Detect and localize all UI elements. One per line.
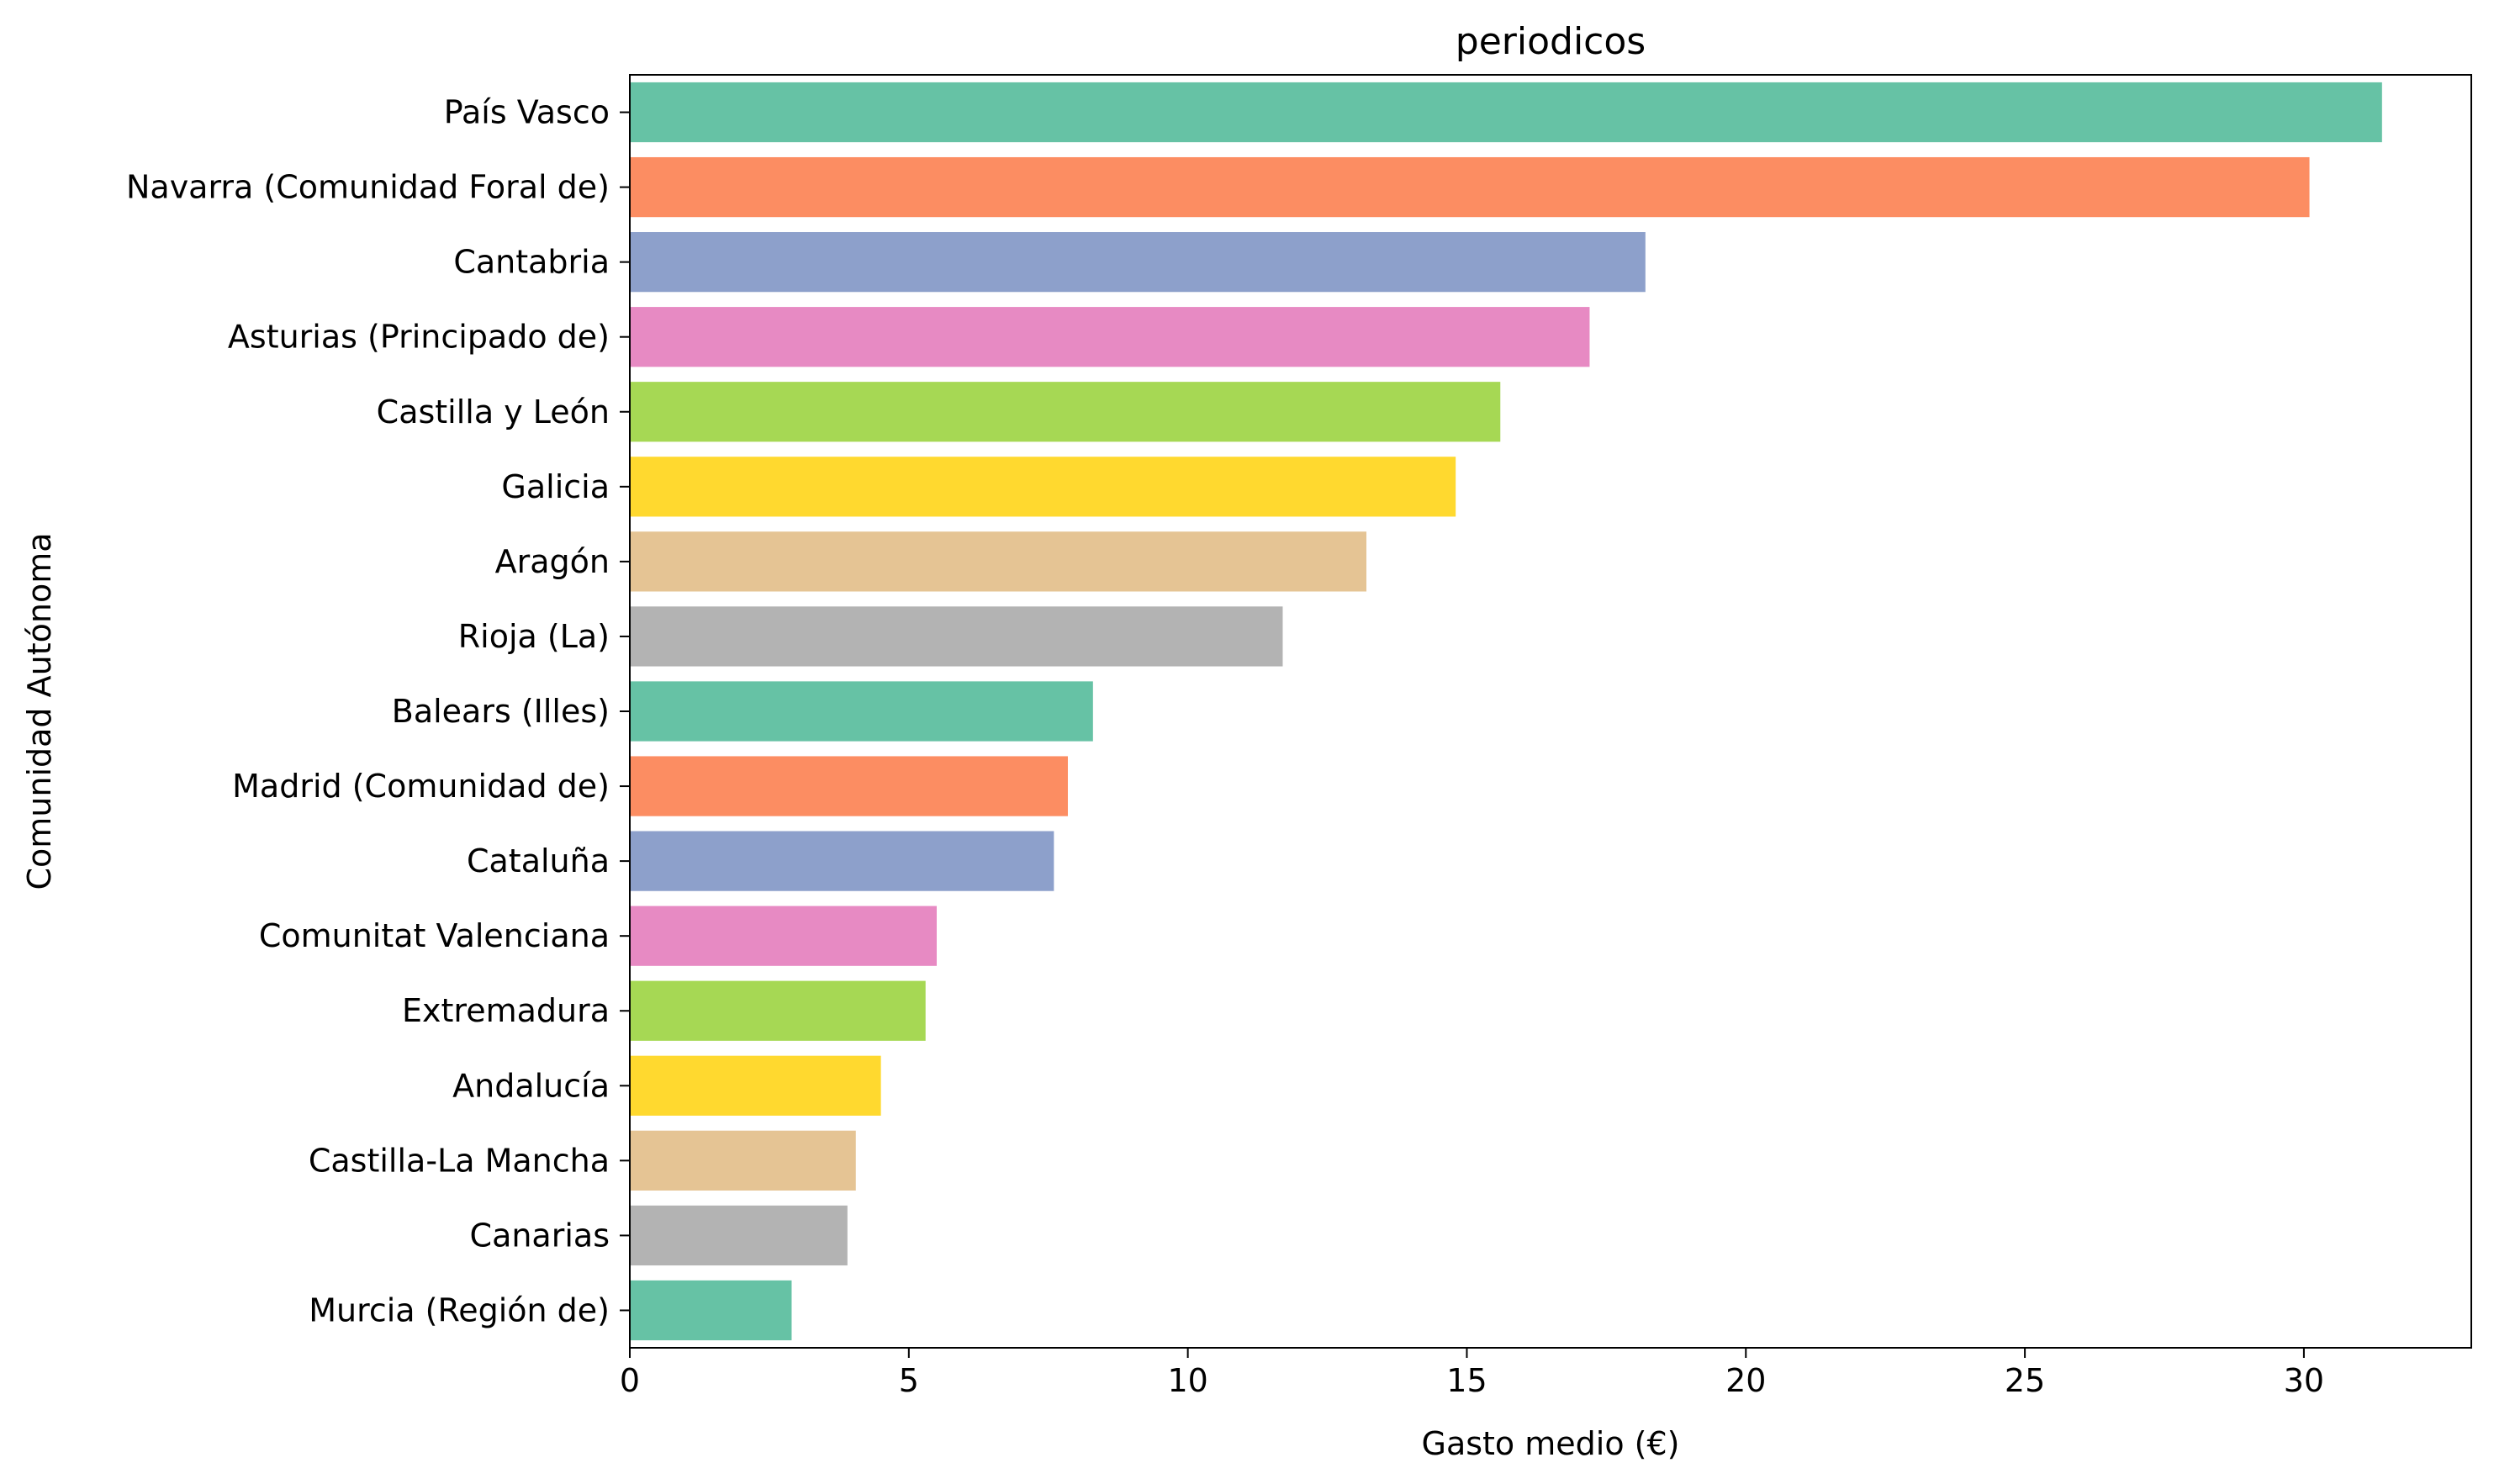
bar-13 xyxy=(630,1055,881,1116)
x-tick-label: 20 xyxy=(1725,1362,1766,1399)
bar-6 xyxy=(630,531,1366,592)
x-tick-label: 10 xyxy=(1167,1362,1207,1399)
bar-14 xyxy=(630,1130,856,1191)
y-tick-label: Galicia xyxy=(501,468,610,505)
bar-10 xyxy=(630,831,1054,891)
bar-2 xyxy=(630,232,1646,293)
bar-16 xyxy=(630,1280,792,1341)
x-tick-label: 0 xyxy=(620,1362,640,1399)
y-tick-label: Castilla y León xyxy=(377,393,610,430)
x-axis-ticks: 0 5 10 15 20 25 30 xyxy=(620,1348,2324,1399)
chart-title: periodicos xyxy=(1456,20,1646,63)
y-tick-label: Extremadura xyxy=(402,992,610,1029)
y-tick-label: País Vasco xyxy=(444,94,610,131)
x-axis-label: Gasto medio (€) xyxy=(1422,1425,1680,1462)
x-tick-label: 15 xyxy=(1446,1362,1487,1399)
bar-11 xyxy=(630,906,937,966)
y-tick-label: Madrid (Comunidad de) xyxy=(232,768,610,805)
y-tick-label: Navarra (Comunidad Foral de) xyxy=(126,169,610,206)
y-tick-label: Castilla-La Mancha xyxy=(309,1142,610,1179)
y-tick-label: Aragón xyxy=(495,543,610,580)
y-axis-label: Comunidad Autónoma xyxy=(21,533,58,890)
y-tick-label: Balears (Illes) xyxy=(392,693,610,730)
y-tick-label: Murcia (Región de) xyxy=(309,1291,610,1328)
bar-1 xyxy=(630,156,2310,218)
x-tick-label: 30 xyxy=(2284,1362,2324,1399)
y-axis-ticks: País Vasco Navarra (Comunidad Foral de) Ca… xyxy=(126,94,630,1328)
bar-9 xyxy=(630,756,1068,816)
y-tick-label: Cantabria xyxy=(453,244,610,281)
plot-frame xyxy=(629,74,2472,1349)
y-tick-label: Comunitat Valenciana xyxy=(259,917,610,954)
bar-7 xyxy=(630,606,1283,667)
bars-group xyxy=(630,82,2382,1341)
bar-12 xyxy=(630,980,926,1041)
bar-3 xyxy=(630,307,1590,367)
x-tick-label: 5 xyxy=(899,1362,919,1399)
y-tick-label: Rioja (La) xyxy=(458,618,610,655)
y-tick-label: Asturias (Principado de) xyxy=(228,319,610,356)
y-tick-label: Canarias xyxy=(470,1217,610,1254)
bar-4 xyxy=(630,382,1501,442)
bar-5 xyxy=(630,457,1456,517)
y-tick-label: Cataluña xyxy=(467,842,610,879)
bar-8 xyxy=(630,681,1093,742)
y-tick-label: Andalucía xyxy=(452,1067,610,1104)
bar-15 xyxy=(630,1205,848,1266)
bar-0 xyxy=(630,82,2382,143)
x-tick-label: 25 xyxy=(2005,1362,2045,1399)
